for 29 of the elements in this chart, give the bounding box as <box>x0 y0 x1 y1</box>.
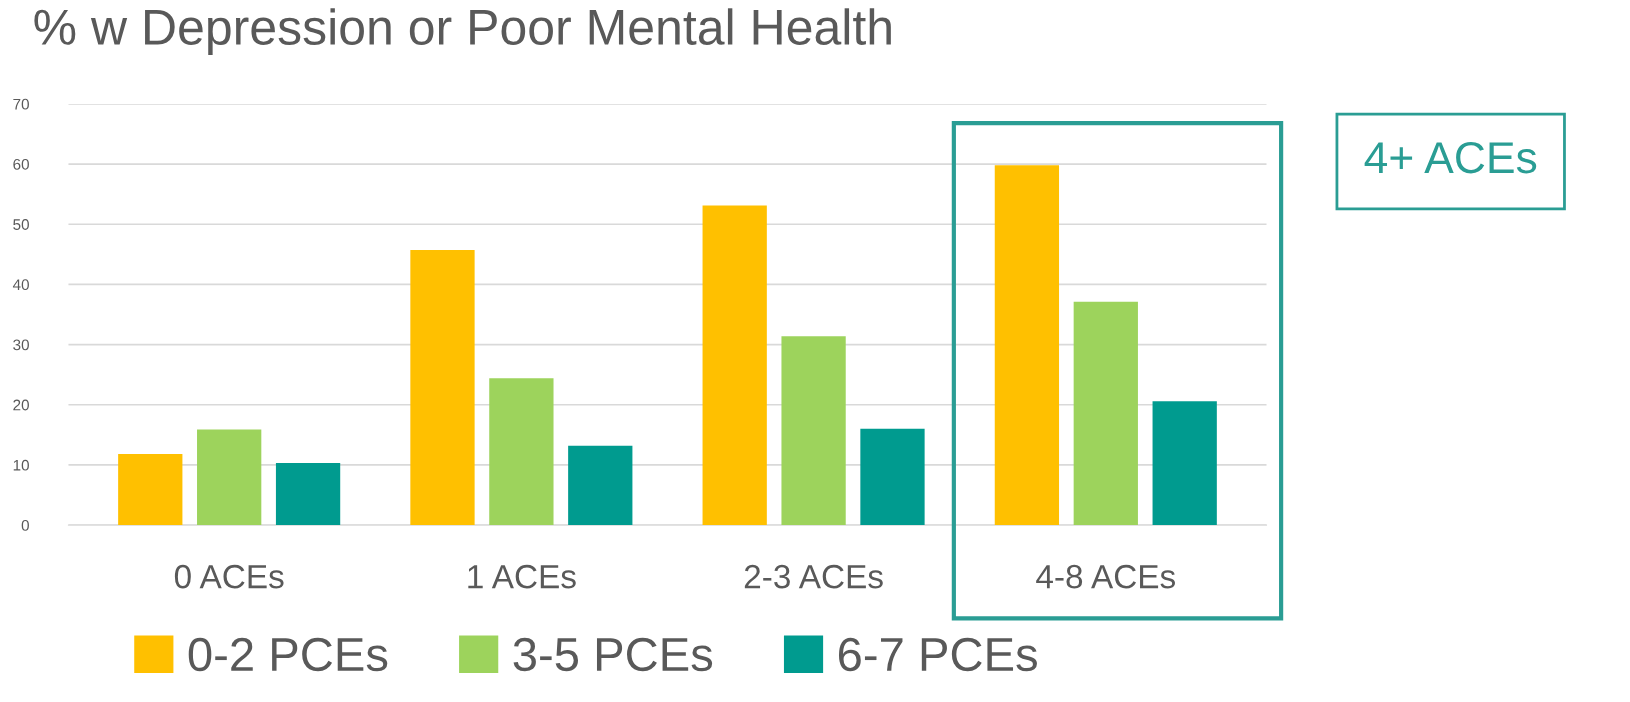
y-tick-label: 70 <box>13 98 29 110</box>
bar <box>994 165 1060 526</box>
bar <box>410 250 475 526</box>
x-tick-label: 4-8 ACEs <box>1036 564 1175 589</box>
bar <box>702 205 767 526</box>
bar <box>1073 301 1138 526</box>
bar <box>1152 401 1217 526</box>
bar <box>118 454 183 526</box>
y-tick-label: 20 <box>13 399 29 411</box>
bar <box>489 378 554 526</box>
x-tick-label: 1 ACEs <box>468 564 576 589</box>
legend-label: 3-5 PCEs <box>513 637 713 672</box>
y-tick-label: 30 <box>13 339 29 351</box>
bar <box>275 463 341 526</box>
bar <box>568 445 633 526</box>
y-tick-label: 60 <box>13 158 29 170</box>
legend-label: 0-2 PCEs <box>188 637 388 672</box>
y-tick-label: 10 <box>13 459 29 471</box>
bar <box>197 429 262 526</box>
y-tick-label: 50 <box>13 219 29 230</box>
legend-label: 6-7 PCEs <box>838 637 1037 672</box>
bar <box>781 336 846 526</box>
text: 4+ ACEs <box>1364 141 1537 174</box>
y-tick-label: 40 <box>12 279 29 291</box>
bar <box>860 428 925 526</box>
y-tick-label: 0 <box>21 519 29 531</box>
chart-title: % w Depression or Poor Mental Health <box>34 8 891 55</box>
x-tick-label: 0 ACEs <box>174 564 284 589</box>
x-tick-label: 2-3 ACEs <box>744 564 883 589</box>
